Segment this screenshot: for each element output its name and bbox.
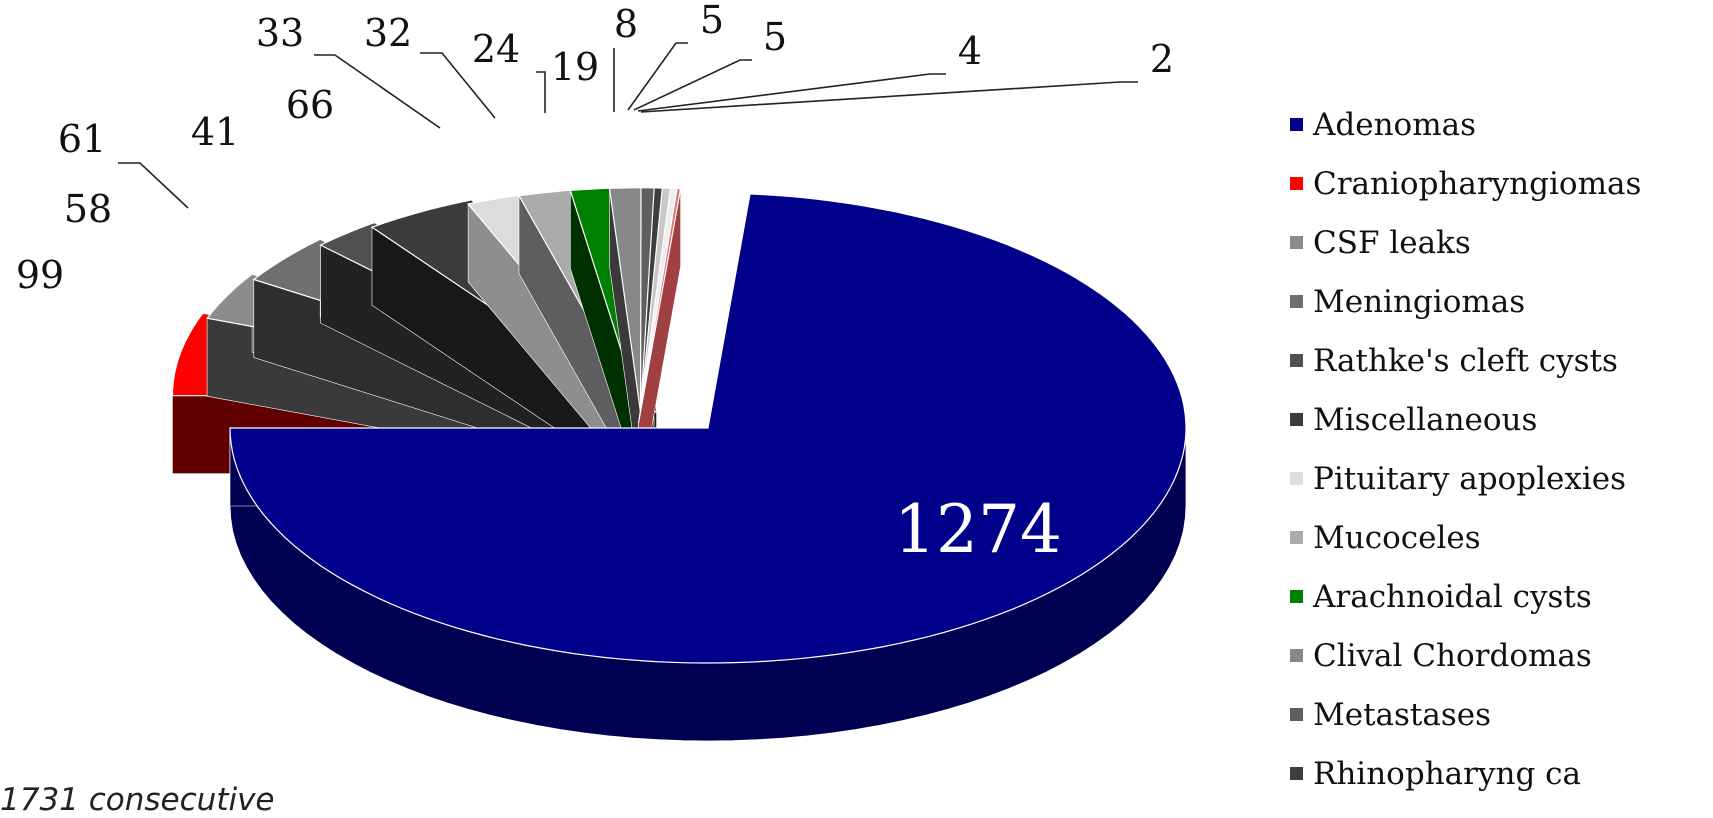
data-label: 19 [551,45,599,89]
data-label: 41 [191,110,239,154]
square-swatch-icon [1290,177,1303,190]
data-label: 99 [16,253,64,297]
data-label: 33 [256,11,304,55]
legend-item: Rathke's cleft cysts [1290,331,1641,390]
square-swatch-icon [1290,708,1303,721]
leader-line [641,82,1138,112]
data-label: 24 [472,27,520,71]
data-label: 8 [614,2,638,46]
legend-item: Clival Chordomas [1290,626,1641,685]
legend-item: Meningiomas [1290,272,1641,331]
square-swatch-icon [1290,354,1303,367]
square-swatch-icon [1290,649,1303,662]
legend-item: Rhinopharyng ca [1290,744,1641,803]
leader-line [628,43,688,110]
data-label: 5 [763,15,787,59]
legend-item: CSF leaks [1290,213,1641,272]
data-label: 61 [58,117,106,161]
legend-item: Adenomas [1290,95,1641,154]
square-swatch-icon [1290,590,1303,603]
data-label: 58 [64,187,112,231]
data-label: 4 [958,29,982,73]
legend-label: Arachnoidal cysts [1313,579,1592,615]
square-swatch-icon [1290,472,1303,485]
square-swatch-icon [1290,531,1303,544]
data-label: 66 [286,83,334,127]
leader-line [118,163,188,208]
leader-line [536,72,545,113]
legend-item: Miscellaneous [1290,390,1641,449]
data-label-adenomas: 1274 [894,491,1062,568]
legend-label: Craniopharyngiomas [1313,166,1641,202]
legend-item: Craniopharyngiomas [1290,154,1641,213]
legend: Adenomas Craniopharyngiomas CSF leaks Menin… [1290,95,1641,803]
legend-label: Pituitary apoplexies [1313,461,1626,497]
legend-label: Miscellaneous [1313,402,1537,438]
legend-label: Metastases [1313,697,1491,733]
legend-item: Mucoceles [1290,508,1641,567]
legend-label: Adenomas [1313,107,1476,143]
leader-lines [118,43,1138,208]
square-swatch-icon [1290,413,1303,426]
data-label: 2 [1150,37,1174,81]
legend-label: Mucoceles [1313,520,1481,556]
annotation-note: 1731 consecutive [0,782,275,818]
pie-slices [172,188,1186,741]
data-label: 5 [700,0,724,42]
legend-item: Metastases [1290,685,1641,744]
legend-item: Pituitary apoplexies [1290,449,1641,508]
square-swatch-icon [1290,767,1303,780]
leader-line [638,74,946,111]
legend-label: Rathke's cleft cysts [1313,343,1618,379]
square-swatch-icon [1290,295,1303,308]
square-swatch-icon [1290,236,1303,249]
legend-label: Rhinopharyng ca [1313,756,1581,792]
legend-label: Meningiomas [1313,284,1525,320]
square-swatch-icon [1290,118,1303,131]
legend-label: CSF leaks [1313,225,1471,261]
legend-item: Arachnoidal cysts [1290,567,1641,626]
legend-label: Clival Chordomas [1313,638,1592,674]
leader-line [634,60,752,110]
data-label: 32 [364,11,412,55]
